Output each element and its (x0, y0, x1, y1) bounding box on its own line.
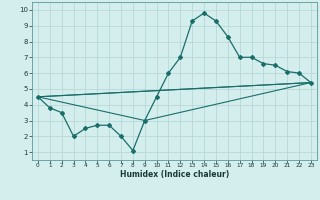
X-axis label: Humidex (Indice chaleur): Humidex (Indice chaleur) (120, 170, 229, 179)
